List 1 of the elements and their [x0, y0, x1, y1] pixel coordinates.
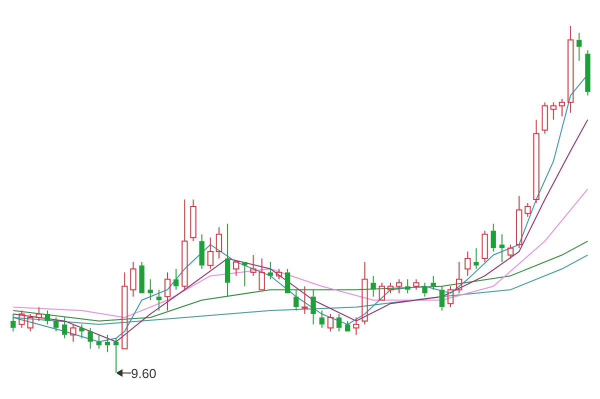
annotation: 9.60 [131, 366, 156, 380]
